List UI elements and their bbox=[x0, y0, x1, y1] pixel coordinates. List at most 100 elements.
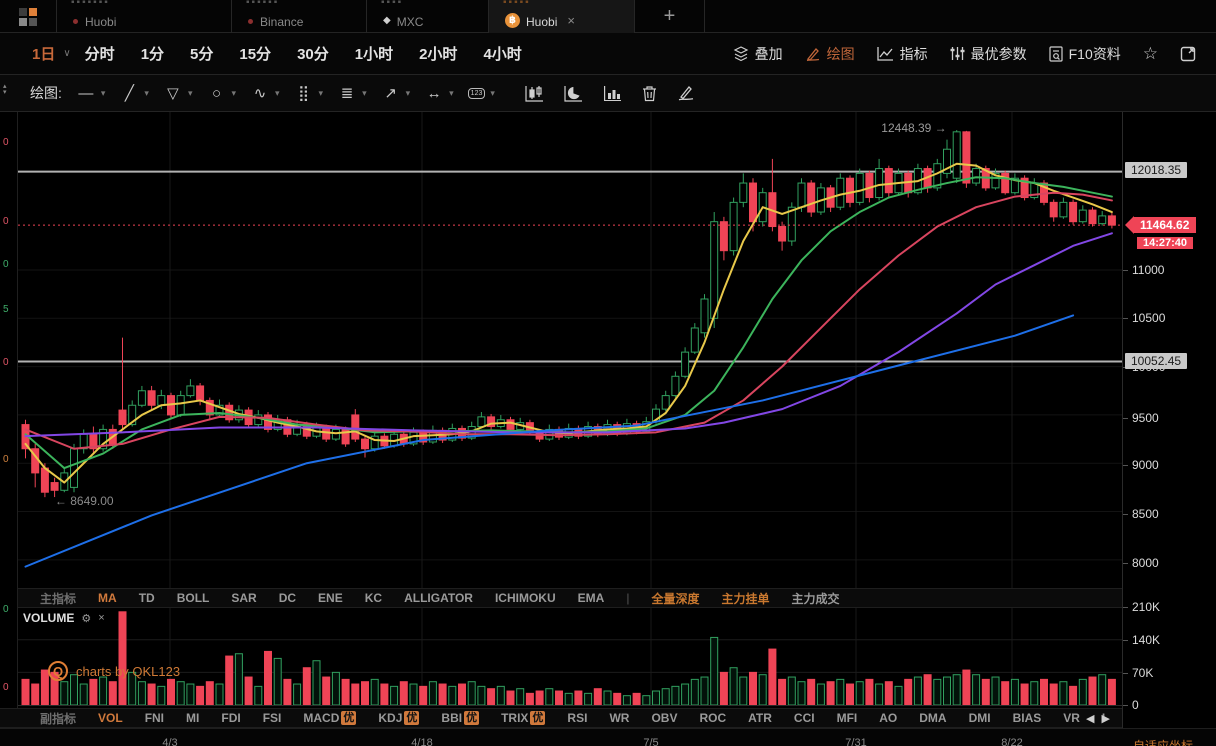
timeframe-15分[interactable]: 15分 bbox=[239, 46, 272, 63]
timeframe-30分[interactable]: 30分 bbox=[297, 46, 329, 63]
tab-huobi-active[interactable]: ▪▪▪▪▪ ฿ Huobi × bbox=[489, 0, 635, 33]
sub-indicator-I[interactable]: I bbox=[1101, 711, 1106, 725]
indicator-button[interactable]: 指标 bbox=[876, 44, 928, 64]
main-indicator-SAR[interactable]: SAR bbox=[231, 591, 257, 605]
candlestick-chart-icon[interactable] bbox=[525, 85, 544, 102]
sub-indicator-TRIX[interactable]: TRIX 优 bbox=[501, 711, 546, 725]
sub-indicator-MFI[interactable]: MFI bbox=[836, 711, 858, 725]
sub-indicator-VOL[interactable]: VOL bbox=[98, 711, 123, 725]
main-indicator-KC[interactable]: KC bbox=[364, 591, 383, 605]
sub-indicator-DMA[interactable]: DMA bbox=[919, 711, 947, 725]
close-icon[interactable]: × bbox=[98, 612, 105, 624]
timeframe-4小时[interactable]: 4小时 bbox=[483, 46, 522, 63]
chevron-down-icon[interactable]: ▾ bbox=[362, 87, 367, 98]
sub-indicator-BBI[interactable]: BBI 优 bbox=[441, 711, 480, 725]
tab-mxc[interactable]: ▪▪▪▪ ◆ MXC bbox=[367, 0, 489, 33]
sub-indicator-BIAS[interactable]: BIAS bbox=[1012, 711, 1042, 725]
right-price-axis[interactable]: 12018.3511464.6214:27:401100010500100001… bbox=[1122, 112, 1216, 728]
timeframe-分时[interactable]: 分时 bbox=[84, 46, 115, 63]
fullscreen-icon[interactable] bbox=[1180, 46, 1196, 62]
main-indicator-主力成交[interactable]: 主力成交 bbox=[791, 591, 840, 606]
horizontal-line-tool[interactable]: — ▾ bbox=[76, 84, 106, 102]
draw-button[interactable]: 绘图 bbox=[805, 44, 855, 64]
main-indicator-BOLL[interactable]: BOLL bbox=[176, 591, 210, 605]
chevron-down-icon[interactable]: ▾ bbox=[405, 87, 411, 98]
overlay-button[interactable]: 叠加 bbox=[733, 44, 783, 64]
red-dot-icon bbox=[73, 19, 78, 24]
main-indicator-主力挂单[interactable]: 主力挂单 bbox=[721, 591, 770, 606]
gann-lines-tool[interactable]: ≣ ▾ bbox=[337, 84, 367, 102]
sub-indicator-OBV[interactable]: OBV bbox=[651, 711, 678, 725]
trend-line-tool[interactable]: ╱ ▾ bbox=[119, 84, 149, 102]
f10-info-button[interactable]: F10资料 bbox=[1049, 44, 1121, 64]
chevron-down-icon[interactable]: ▾ bbox=[490, 87, 495, 98]
sub-indicator-DMI[interactable]: DMI bbox=[968, 711, 991, 725]
sub-indicator-FDI[interactable]: FDI bbox=[221, 711, 241, 725]
sub-indicator-FNI[interactable]: FNI bbox=[144, 711, 165, 725]
main-indicator-TD[interactable]: TD bbox=[138, 591, 155, 605]
chevron-down-icon[interactable]: ▾ bbox=[144, 87, 149, 98]
adaptive-coords-toggle[interactable]: 自适应坐标 bbox=[1133, 739, 1194, 746]
trash-icon[interactable] bbox=[642, 85, 657, 102]
horizontal-line-tool-icon: — bbox=[78, 84, 94, 102]
best-params-button[interactable]: 最优参数 bbox=[950, 44, 1027, 64]
sub-indicator-ATR[interactable]: ATR bbox=[748, 711, 772, 725]
sub-indicator-ROC[interactable]: ROC bbox=[699, 711, 727, 725]
bar-chart-icon[interactable] bbox=[603, 85, 622, 102]
favorite-star-icon[interactable]: ☆ bbox=[1142, 43, 1158, 63]
tab-close-icon[interactable]: × bbox=[567, 13, 575, 28]
callout-tool[interactable]: 123 ▾ bbox=[467, 84, 495, 102]
time-axis: 自适应坐标 4/3 4/18 7/5 7/31 8/22 bbox=[0, 728, 1216, 746]
chevron-down-icon[interactable]: ▾ bbox=[449, 87, 454, 98]
new-tab-button[interactable]: + bbox=[635, 0, 705, 33]
main-indicator-主指标[interactable]: 主指标 bbox=[40, 591, 77, 606]
price-chart-canvas[interactable]: Q charts by QKL123 12448.39 → ← 8649.00 bbox=[18, 112, 1122, 681]
chevron-down-icon[interactable]: ∨ bbox=[63, 48, 71, 59]
chevron-down-icon[interactable]: ▾ bbox=[100, 87, 106, 98]
pattern-tool[interactable]: ⣿ ▾ bbox=[294, 84, 324, 102]
collapse-handle-icon[interactable]: ▴ ▾ bbox=[3, 83, 7, 96]
sub-indicator-AO[interactable]: AO bbox=[879, 711, 898, 725]
chevron-down-icon[interactable]: ▾ bbox=[231, 87, 237, 98]
chevron-down-icon[interactable]: ▾ bbox=[275, 87, 280, 98]
volume-tick-label: 0 bbox=[1123, 698, 1139, 712]
sub-indicator-副指标[interactable]: 副指标 bbox=[40, 711, 77, 726]
main-indicator-DC[interactable]: DC bbox=[278, 591, 297, 605]
main-indicator-全量深度[interactable]: 全量深度 bbox=[651, 591, 700, 606]
sub-indicator-WR[interactable]: WR bbox=[609, 711, 630, 725]
main-indicator-ALLIGATOR[interactable]: ALLIGATOR bbox=[404, 591, 473, 605]
measure-tool[interactable]: ↔ ▾ bbox=[424, 84, 454, 102]
clipped-axis-label: 0 bbox=[3, 137, 9, 148]
main-indicator-EMA[interactable]: EMA bbox=[577, 591, 605, 605]
window-grid-icon[interactable] bbox=[0, 0, 57, 33]
gear-icon[interactable]: ⚙ bbox=[81, 612, 92, 625]
main-indicator-MA[interactable]: MA bbox=[98, 591, 117, 605]
wave-tool[interactable]: ∿ ▾ bbox=[250, 84, 280, 102]
main-indicator-ENE[interactable]: ENE bbox=[318, 591, 343, 605]
edit-pen-icon[interactable] bbox=[677, 85, 694, 101]
main-indicator-ICHIMOKU[interactable]: ICHIMOKU bbox=[494, 591, 556, 605]
sub-indicator-FSI[interactable]: FSI bbox=[262, 711, 282, 725]
volume-pane[interactable]: VOLUME ⚙ × bbox=[18, 608, 1122, 708]
tab-scroll-arrows[interactable]: ◀ ▶ bbox=[1086, 713, 1112, 725]
timeframe-current[interactable]: 1日 bbox=[32, 46, 56, 63]
timeframe-1小时[interactable]: 1小时 bbox=[354, 46, 394, 63]
sub-indicator-CCI[interactable]: CCI bbox=[793, 711, 815, 725]
chevron-down-icon[interactable]: ▾ bbox=[318, 87, 324, 98]
tab-huobi-1[interactable]: ▪▪▪▪▪▪▪ Huobi bbox=[57, 0, 232, 33]
current-price-badge: 11464.62 bbox=[1133, 217, 1197, 233]
sub-indicator-KDJ[interactable]: KDJ 优 bbox=[378, 711, 420, 725]
pie-chart-icon[interactable] bbox=[564, 85, 583, 102]
polygon-tool[interactable]: ▽ ▾ bbox=[163, 84, 193, 102]
sub-indicator-RSI[interactable]: RSI bbox=[567, 711, 588, 725]
ellipse-tool[interactable]: ○ ▾ bbox=[206, 84, 236, 102]
tab-binance[interactable]: ▪▪▪▪▪▪ Binance bbox=[232, 0, 367, 33]
timeframe-5分[interactable]: 5分 bbox=[190, 46, 214, 63]
timeframe-1分[interactable]: 1分 bbox=[140, 46, 165, 63]
sub-indicator-VR[interactable]: VR bbox=[1063, 711, 1080, 725]
sub-indicator-MACD[interactable]: MACD 优 bbox=[303, 711, 357, 725]
sub-indicator-MI[interactable]: MI bbox=[186, 711, 200, 725]
timeframe-2小时[interactable]: 2小时 bbox=[419, 46, 458, 63]
chevron-down-icon[interactable]: ▾ bbox=[187, 87, 193, 98]
arrow-tool[interactable]: ↗ ▾ bbox=[381, 84, 411, 102]
